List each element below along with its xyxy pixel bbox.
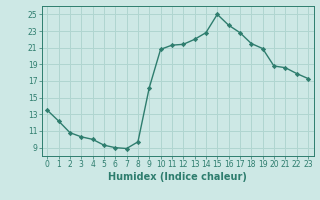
X-axis label: Humidex (Indice chaleur): Humidex (Indice chaleur)	[108, 172, 247, 182]
